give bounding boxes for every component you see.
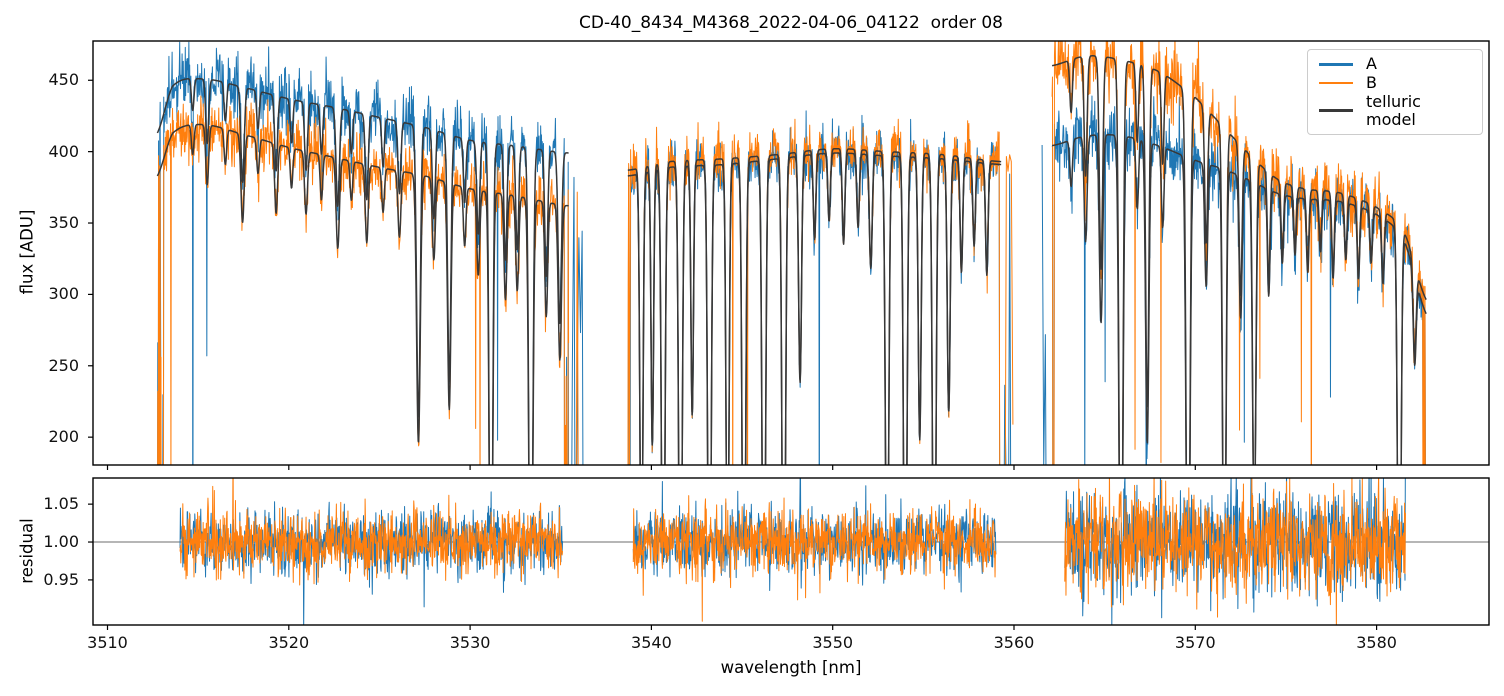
flux-y-tick-label: 400 (48, 141, 79, 161)
legend-item-telluric-model: telluric model (1319, 91, 1471, 129)
flux-y-tick-label: 350 (48, 213, 79, 233)
legend-item-b: B (1319, 72, 1471, 92)
flux-y-tick-label: 450 (48, 70, 79, 90)
flux-y-tick-label: 200 (48, 427, 79, 447)
legend-line-b-swatch (1319, 81, 1353, 85)
legend-label-telluric-model: telluric model (1366, 91, 1421, 129)
wavelength-x-tick-label: 3530 (449, 633, 491, 652)
legend-line-telluric-swatch (1319, 109, 1353, 112)
legend-line-a-swatch (1319, 63, 1353, 66)
plot-title: CD-40_8434_M4368_2022-04-06_04122 order … (579, 13, 1003, 33)
flux-y-tick-label: 300 (48, 284, 79, 304)
legend: A B telluric model (1307, 49, 1483, 135)
flux-y-tick-label: 250 (48, 355, 79, 375)
wavelength-x-tick-label: 3580 (1356, 633, 1397, 652)
residual-y-tick-label: 1.00 (43, 532, 79, 552)
wavelength-axis-label: wavelength [nm] (720, 658, 862, 677)
legend-item-a: A (1319, 55, 1471, 73)
legend-label-b: B (1366, 72, 1377, 92)
wavelength-x-tick-label: 3560 (993, 633, 1035, 652)
wavelength-x-tick-label: 3520 (268, 633, 310, 652)
residual-y-tick-label: 0.95 (43, 569, 79, 589)
wavelength-x-tick-label: 3550 (812, 633, 854, 652)
wavelength-x-tick-label: 3510 (87, 633, 128, 652)
wavelength-x-tick-label: 3570 (1174, 633, 1216, 652)
wavelength-x-tick-label: 3540 (631, 633, 672, 652)
residual-y-tick-label: 1.05 (43, 494, 79, 514)
legend-label-a: A (1366, 54, 1377, 74)
